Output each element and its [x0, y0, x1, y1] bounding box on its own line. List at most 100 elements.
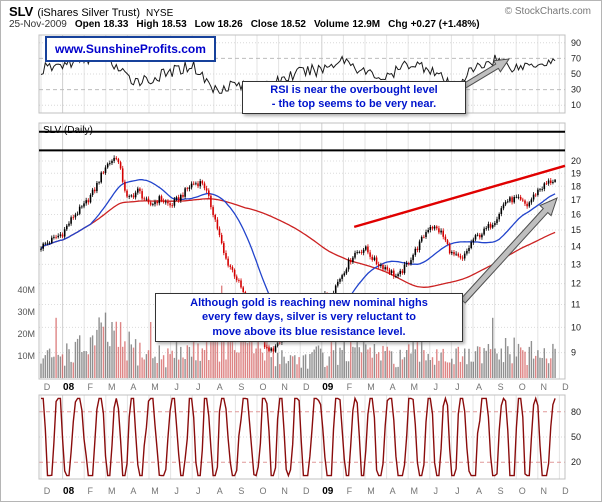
svg-text:80: 80 [571, 407, 581, 417]
svg-text:O: O [519, 382, 526, 392]
svg-text:20M: 20M [17, 329, 35, 339]
svg-text:S: S [498, 382, 504, 392]
svg-text:09: 09 [322, 382, 334, 393]
svg-text:09: 09 [322, 486, 334, 497]
svg-text:19: 19 [571, 168, 581, 178]
quote-high-label: High [136, 19, 159, 30]
svg-text:J: J [174, 486, 179, 496]
svg-text:S: S [238, 486, 244, 496]
resistance-lines [39, 130, 565, 152]
quote-high-value: 18.53 [161, 19, 187, 30]
svg-text:M: M [367, 486, 375, 496]
rising-trendline [353, 164, 566, 229]
svg-text:17: 17 [571, 195, 581, 205]
price-annotation-line: Although gold is reaching new nominal hi… [190, 297, 428, 309]
svg-text:D: D [303, 382, 310, 392]
svg-text:D: D [562, 486, 569, 496]
quote-close-value: 18.52 [280, 19, 306, 30]
quote-line: 25-Nov-2009 Open 18.33 High 18.53 Low 18.26 Clo… [9, 19, 480, 30]
svg-text:M: M [151, 486, 159, 496]
svg-text:N: N [281, 382, 288, 392]
svg-text:D: D [44, 486, 51, 496]
svg-text:13: 13 [571, 259, 581, 269]
svg-text:M: M [367, 382, 375, 392]
svg-text:J: J [455, 382, 460, 392]
svg-text:N: N [541, 486, 548, 496]
svg-text:J: J [174, 382, 179, 392]
quote-change-label: Chg [388, 19, 408, 30]
svg-text:D: D [562, 382, 569, 392]
svg-text:J: J [196, 486, 201, 496]
price-annotation: Although gold is reaching new nominal hi… [155, 293, 463, 342]
svg-text:50: 50 [571, 69, 581, 79]
svg-text:A: A [476, 486, 482, 496]
svg-text:A: A [217, 382, 223, 392]
svg-text:N: N [281, 486, 288, 496]
svg-text:O: O [259, 382, 266, 392]
quote-low-value: 18.26 [217, 19, 243, 30]
svg-text:A: A [130, 382, 136, 392]
quote-change-value: +0.27 (+1.48%) [410, 19, 480, 30]
watermark-text: www.SunshineProfits.com [55, 42, 206, 56]
svg-text:A: A [476, 382, 482, 392]
volume-bars [40, 285, 556, 378]
svg-text:F: F [347, 486, 353, 496]
svg-text:40M: 40M [17, 285, 35, 295]
price-annotation-line: move above its blue resistance level. [212, 325, 406, 338]
svg-text:08: 08 [63, 486, 75, 497]
svg-text:20: 20 [571, 156, 581, 166]
svg-text:M: M [108, 382, 116, 392]
annotation-arrows [454, 58, 558, 304]
quote-date: 25-Nov-2009 [9, 19, 67, 30]
svg-text:30M: 30M [17, 307, 35, 317]
quote-open-value: 18.33 [103, 19, 129, 30]
svg-text:14: 14 [571, 242, 581, 252]
rsi-line [40, 50, 556, 99]
series [39, 50, 566, 478]
svg-text:M: M [410, 382, 418, 392]
rsi-annotation-line: RSI is near the overbought level [270, 84, 438, 96]
svg-text:10: 10 [571, 100, 581, 110]
exchange-name: NYSE [146, 8, 174, 19]
rsi-annotation-line: - the top seems to be very near. [271, 98, 437, 111]
quote-low-label: Low [194, 19, 215, 30]
svg-text:J: J [455, 486, 460, 496]
svg-text:F: F [347, 382, 353, 392]
svg-text:90: 90 [571, 38, 581, 48]
svg-text:16: 16 [571, 210, 581, 220]
svg-text:30: 30 [571, 85, 581, 95]
ticker-symbol: SLV [9, 4, 34, 19]
svg-text:J: J [434, 486, 439, 496]
svg-text:S: S [238, 382, 244, 392]
svg-text:D: D [44, 382, 51, 392]
svg-text:F: F [87, 382, 93, 392]
svg-text:A: A [390, 382, 396, 392]
svg-text:O: O [519, 486, 526, 496]
axis-labels: 90 70 50 30 10 20 19 18 17 16 15 14 13 12 11 10 9 40M 30M 2… [17, 38, 581, 497]
ma-200-line [40, 198, 556, 288]
copyright-text: © StockCharts.com [504, 6, 591, 17]
annotation-arrow [460, 197, 558, 304]
svg-text:08: 08 [63, 382, 75, 393]
price-panel-label: SLV (Daily) [43, 125, 93, 136]
svg-text:S: S [498, 486, 504, 496]
svg-text:O: O [259, 486, 266, 496]
quote-volume-label: Volume [313, 19, 350, 30]
quote-close-label: Close [250, 19, 278, 30]
rsi-annotation: RSI is near the overbought level - the t… [242, 81, 466, 114]
watermark-box: www.SunshineProfits.com [45, 36, 216, 62]
svg-text:9: 9 [571, 348, 576, 358]
svg-text:F: F [87, 486, 93, 496]
svg-text:70: 70 [571, 53, 581, 63]
svg-text:A: A [390, 486, 396, 496]
svg-text:N: N [541, 382, 548, 392]
svg-text:J: J [434, 382, 439, 392]
svg-text:J: J [196, 382, 201, 392]
svg-text:A: A [217, 486, 223, 496]
price-annotation-line: every few days, silver is very reluctant… [201, 311, 416, 324]
svg-text:20: 20 [571, 457, 581, 467]
svg-text:10M: 10M [17, 351, 35, 361]
svg-text:D: D [303, 486, 310, 496]
